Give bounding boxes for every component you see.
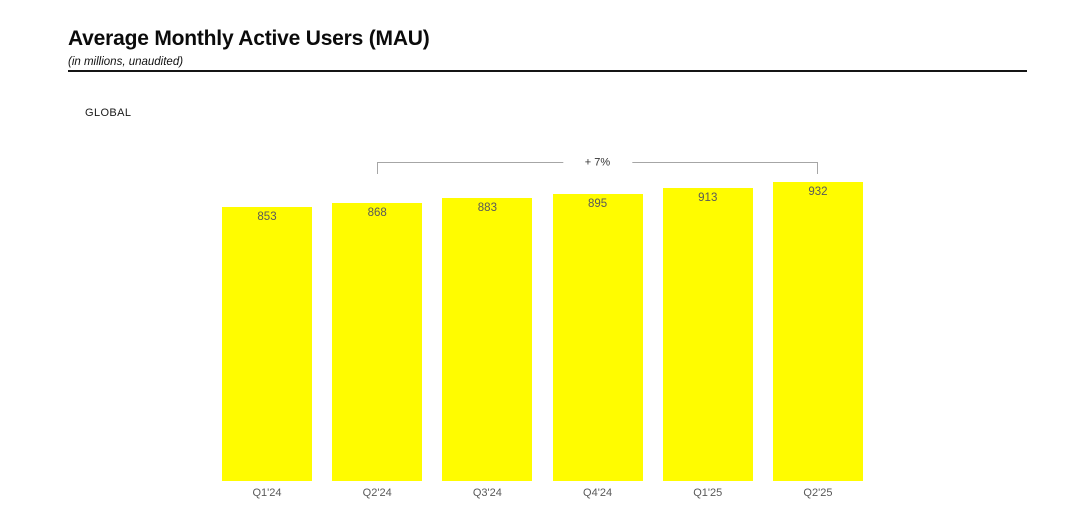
x-axis-labels: Q1'24 Q2'24 Q3'24 Q4'24 Q1'25 Q2'25 [222, 487, 863, 499]
page-title: Average Monthly Active Users (MAU) [68, 27, 430, 50]
bar-q1-25: 913 [662, 188, 753, 481]
x-axis-label: Q2'24 [362, 487, 392, 499]
region-label: GLOBAL [85, 107, 132, 119]
bar-value-label: 853 [257, 211, 277, 223]
bar-value-label: 868 [367, 207, 387, 219]
x-axis-label: Q3'24 [472, 487, 502, 499]
x-axis-label: Q2'25 [803, 487, 833, 499]
bar-q2-25: 932 [772, 182, 863, 481]
bar-q1-24: 853 [222, 207, 312, 481]
bar-q2-24: 868 [332, 203, 423, 481]
growth-annotation-label: + 7% [562, 156, 633, 169]
bar-value-label: 895 [587, 198, 608, 210]
x-axis-label: Q1'25 [693, 487, 723, 499]
x-axis-label: Q4'24 [583, 487, 613, 499]
bar-value-label: 932 [808, 186, 828, 198]
x-axis-label: Q1'24 [252, 487, 282, 499]
growth-bracket: + 7% [377, 156, 818, 174]
bar-value-label: 913 [698, 192, 718, 204]
bar-chart: 853 868 883 895 913 932 [222, 182, 863, 481]
bar-value-label: 883 [477, 202, 497, 214]
page-subtitle: (in millions, unaudited) [68, 56, 184, 68]
bar-q4-24: 895 [552, 194, 643, 481]
header-divider [68, 70, 1027, 72]
bar-q3-24: 883 [442, 198, 533, 481]
